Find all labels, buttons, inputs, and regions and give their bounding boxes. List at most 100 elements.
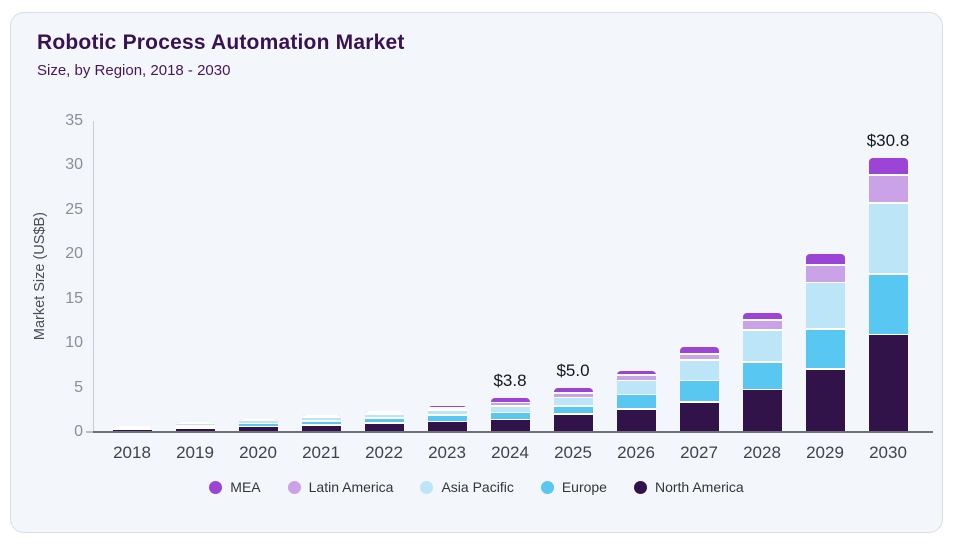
- segment-separator: [238, 422, 278, 425]
- stacked-bar: [112, 425, 152, 432]
- segment-separator: [301, 424, 341, 426]
- zero-tick-mark: [86, 431, 93, 433]
- segment-separator: [805, 281, 845, 284]
- segment-separator: [238, 425, 278, 428]
- bar-segment-asia-pacific: [490, 406, 530, 413]
- segment-separator: [679, 353, 719, 355]
- bar-segment-europe: [301, 420, 341, 425]
- bar-value-label: $3.8: [493, 371, 527, 391]
- segment-separator: [427, 409, 467, 411]
- bar-segment-asia-pacific: [742, 329, 782, 362]
- bar-segment-mea: [679, 346, 719, 354]
- bar-segment-europe: [175, 425, 215, 429]
- segment-separator: [112, 425, 152, 427]
- bar-segment-europe: [490, 412, 530, 420]
- bar-segment-latin-america: [364, 412, 404, 414]
- segment-separator: [490, 401, 530, 404]
- bar-segment-asia-pacific: [427, 409, 467, 416]
- segment-separator: [427, 420, 467, 423]
- bar-segment-mea: [805, 254, 845, 265]
- bar-segment-north-america: [868, 334, 908, 432]
- stacked-bar: [427, 406, 467, 432]
- segment-separator: [364, 422, 404, 424]
- y-tick-label: 0: [74, 423, 83, 440]
- bar-segment-north-america: [301, 424, 341, 432]
- legend-item-north-america: North America: [633, 479, 744, 495]
- segment-separator: [679, 401, 719, 403]
- segment-separator: [616, 374, 656, 376]
- segment-separator: [868, 174, 908, 176]
- segment-separator: [679, 359, 719, 361]
- segment-separator: [175, 425, 215, 427]
- x-axis-label: 2026: [617, 443, 655, 462]
- segment-separator: [553, 392, 593, 394]
- x-axis-line: [93, 431, 933, 433]
- bar-segment-asia-pacific: [553, 397, 593, 407]
- segment-separator: [805, 368, 845, 370]
- chart-card: Robotic Process Automation Market Size, …: [10, 12, 943, 533]
- segment-separator: [427, 414, 467, 416]
- bar-segment-north-america: [616, 408, 656, 432]
- bar-segment-north-america: [553, 414, 593, 432]
- y-tick-label: 15: [65, 289, 83, 307]
- segment-separator: [490, 411, 530, 414]
- segment-separator: [490, 418, 530, 421]
- legend-dot-icon: [209, 480, 223, 494]
- bar-segment-europe: [679, 380, 719, 402]
- bar-segment-north-america: [742, 389, 782, 432]
- bar-segment-north-america: [805, 368, 845, 432]
- bar-segment-asia-pacific: [616, 380, 656, 395]
- legend-label: North America: [654, 479, 744, 495]
- stacked-bar: [805, 254, 845, 432]
- x-axis-label: 2020: [239, 443, 277, 462]
- bar-segment-north-america: [427, 421, 467, 432]
- segment-separator: [805, 264, 845, 266]
- x-axis-label: 2024: [491, 443, 529, 462]
- bar-value-label: $30.8: [866, 131, 910, 151]
- bar-segment-north-america: [175, 428, 215, 432]
- segment-separator: [112, 428, 152, 431]
- legend: MEA Latin America Asia Pacific Europe North …: [11, 479, 942, 495]
- legend-label: Latin America: [308, 479, 394, 495]
- segment-separator: [301, 416, 341, 419]
- bar-segment-asia-pacific: [175, 423, 215, 426]
- segment-separator: [238, 419, 278, 422]
- segment-separator: [553, 405, 593, 407]
- legend-item-europe: Europe: [540, 479, 607, 495]
- bar-segment-europe: [616, 394, 656, 409]
- bar-segment-north-america: [490, 419, 530, 432]
- bar-segment-latin-america: [427, 407, 467, 410]
- bar-segment-latin-america: [490, 402, 530, 407]
- x-axis-label: 2029: [806, 443, 844, 462]
- bar-segment-latin-america: [616, 375, 656, 381]
- bar-segment-asia-pacific: [805, 282, 845, 329]
- bar-segment-mea: [427, 406, 467, 408]
- segment-separator: [868, 273, 908, 275]
- segment-separator: [364, 417, 404, 419]
- bar-segment-north-america: [238, 426, 278, 432]
- segment-separator: [868, 333, 908, 336]
- y-tick-label: 5: [74, 378, 83, 396]
- bar-segment-europe: [364, 418, 404, 424]
- segment-separator: [679, 379, 719, 382]
- segment-separator: [616, 379, 656, 382]
- segment-separator: [553, 413, 593, 415]
- bar-segment-mea: [553, 387, 593, 393]
- y-tick-label: 30: [65, 156, 83, 174]
- x-axis-label: 2018: [113, 443, 151, 462]
- segment-separator: [742, 329, 782, 331]
- plot-area: 0 5 10 15 20 25 30 35 2018 2019 2020 2021 2022 2023 2…: [65, 112, 933, 462]
- y-tick-label: 35: [65, 112, 83, 129]
- bar-segment-europe: [238, 423, 278, 427]
- x-axis-label: 2022: [365, 443, 403, 462]
- legend-label: Europe: [561, 479, 607, 495]
- segment-separator: [364, 411, 404, 413]
- segment-separator: [364, 413, 404, 415]
- legend-dot-icon: [540, 480, 554, 494]
- stacked-bar: [553, 387, 593, 432]
- bar-segment-north-america: [679, 401, 719, 432]
- legend-label: MEA: [230, 479, 261, 495]
- legend-label: Asia Pacific: [441, 479, 514, 495]
- x-axis-label: 2028: [743, 443, 781, 462]
- stacked-bar: [175, 422, 215, 432]
